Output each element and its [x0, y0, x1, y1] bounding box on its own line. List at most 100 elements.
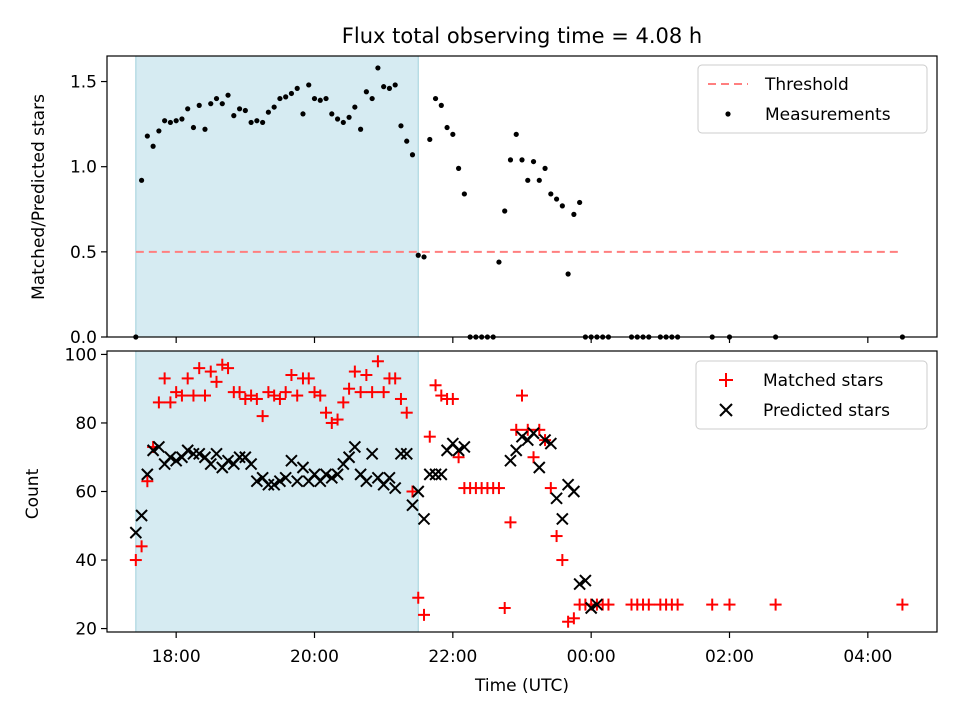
top-legend: Threshold Measurements	[697, 64, 928, 134]
predicted-star-point	[579, 574, 592, 587]
measurement-point	[179, 116, 185, 122]
matched-star-point	[135, 540, 148, 553]
measurement-point	[173, 118, 179, 124]
top-shaded-interval	[135, 55, 419, 338]
matched-star-point	[187, 389, 200, 402]
matched-star-point	[181, 372, 194, 385]
measurement-point	[236, 106, 243, 112]
predicted-star-point	[193, 447, 206, 461]
top-shaded-interval-layer	[135, 55, 419, 338]
matched-star-point	[400, 406, 413, 419]
top-axes-frame	[106, 55, 938, 338]
predicted-star-point	[164, 451, 177, 464]
legend-matched-label: Matched stars	[763, 371, 883, 391]
measurement-point	[392, 82, 398, 88]
matched-star-point	[158, 372, 171, 385]
measurement-point	[167, 119, 174, 126]
measurement-point	[306, 82, 312, 88]
x-tick-label: 02:00	[705, 647, 754, 667]
legend-matched-swatch	[719, 373, 733, 387]
measurement-point	[409, 152, 416, 158]
predicted-star-point	[331, 468, 344, 481]
measurement-point	[525, 177, 531, 183]
measurement-point	[334, 116, 341, 122]
measurement-point	[208, 101, 214, 107]
x-tick-label: 00:00	[567, 647, 616, 667]
matched-star-point	[498, 602, 511, 615]
matched-star-point	[492, 482, 505, 495]
measurement-point	[254, 118, 260, 124]
measurement-point	[548, 191, 554, 197]
measurement-point	[381, 84, 387, 90]
x-tick-label: 04:00	[843, 647, 892, 667]
matched-star-point	[389, 372, 402, 385]
measurement-point	[294, 85, 300, 91]
matched-star-point	[141, 475, 154, 488]
measurement-point	[346, 114, 352, 120]
matched-star-point	[175, 389, 188, 402]
measurement-point	[190, 124, 197, 131]
matched-star-point	[302, 372, 315, 385]
x-axis-label: Time (UTC)	[474, 676, 569, 696]
measurement-point	[553, 196, 560, 202]
legend-measurements-label: Measurements	[765, 105, 891, 125]
predicted-star-point	[250, 475, 264, 488]
matched-star-point	[377, 386, 390, 399]
predicted-star-point	[406, 499, 419, 512]
predicted-star-point	[360, 475, 373, 488]
predicted-star-point	[342, 451, 356, 464]
predicted-star-point	[273, 475, 287, 488]
matched-star-point	[320, 406, 333, 419]
matched-star-point	[423, 430, 436, 443]
predicted-star-point	[584, 601, 598, 615]
measurement-point	[415, 252, 421, 258]
bottom-y-tick-label: 80	[75, 414, 97, 434]
matched-star-point	[337, 396, 350, 409]
bottom-shaded-interval	[135, 350, 419, 633]
matched-star-point	[567, 612, 580, 625]
measurement-point	[432, 95, 439, 102]
matched-star-point	[279, 386, 292, 399]
predicted-star-point	[573, 577, 586, 591]
measurement-point	[277, 95, 283, 102]
predicted-star-point	[388, 481, 402, 495]
matched-star-point	[510, 423, 523, 436]
measurement-point	[421, 254, 427, 260]
predicted-star-point	[141, 468, 154, 481]
matched-star-point	[204, 365, 217, 378]
measurement-point	[340, 119, 346, 126]
measurement-point	[185, 106, 191, 112]
predicted-star-point	[429, 468, 442, 481]
measurement-point	[542, 165, 548, 171]
measurement-point	[283, 94, 289, 100]
measurement-point	[196, 102, 202, 108]
measurement-point	[352, 104, 358, 110]
measurement-point	[156, 128, 162, 134]
measurement-point	[225, 92, 231, 98]
predicted-star-point	[325, 471, 338, 484]
matched-star-point	[366, 386, 379, 399]
matched-star-point	[429, 379, 442, 392]
measurement-point	[386, 85, 393, 91]
matched-star-point	[233, 386, 246, 399]
measurement-point	[455, 165, 462, 171]
matched-star-point	[222, 362, 235, 375]
matched-star-point	[671, 598, 684, 611]
predicted-star-point	[538, 433, 552, 447]
measurement-point	[536, 177, 542, 183]
chart-title: Flux total observing time = 4.08 h	[342, 24, 702, 48]
matched-star-point	[291, 389, 304, 402]
predicted-star-point	[279, 471, 292, 484]
predicted-star-point	[285, 454, 298, 467]
matched-star-point	[406, 485, 419, 498]
predicted-star-point	[510, 444, 523, 457]
legend-measurements-swatch	[725, 111, 731, 117]
matched-star-point	[602, 598, 615, 611]
predicted-star-point	[365, 447, 379, 461]
predicted-star-point	[129, 526, 143, 539]
matched-star-point	[343, 382, 356, 395]
legend-predicted-swatch	[719, 403, 733, 417]
measurement-point	[507, 157, 514, 163]
predicted-star-point	[181, 444, 194, 457]
